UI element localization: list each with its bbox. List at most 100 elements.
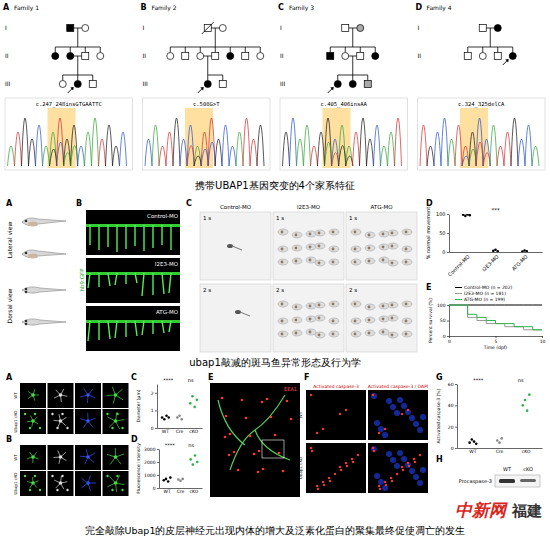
data-point	[466, 214, 469, 216]
gfp-axon	[162, 273, 164, 294]
stain-label: Activated caspase-3	[313, 384, 359, 389]
time-label: 2 s	[203, 287, 211, 293]
soma	[59, 481, 63, 485]
proband-arrowhead	[200, 87, 204, 91]
embryo-yolk	[354, 248, 357, 251]
soma	[86, 481, 90, 485]
soma	[59, 455, 63, 459]
significance: ***	[491, 207, 500, 213]
chromatogram-peak	[120, 132, 127, 166]
axis: 050100	[436, 211, 450, 255]
gfp-axon	[143, 225, 144, 251]
plot-marks	[468, 393, 530, 445]
tick-mark	[455, 384, 457, 385]
chromatogram-peak	[427, 146, 434, 166]
gfp-axon	[125, 273, 126, 284]
embryo-yolk	[295, 247, 298, 250]
gfp-band	[86, 320, 180, 323]
panel-label: C	[186, 199, 192, 208]
female	[67, 53, 74, 60]
chromatogram-peak	[257, 125, 264, 166]
sibship-line	[55, 47, 100, 48]
descent-line	[185, 47, 186, 53]
tick: cKO	[189, 429, 198, 434]
plot-marks	[462, 214, 528, 252]
descent-line	[345, 47, 346, 53]
puncta	[39, 489, 41, 491]
nucleus	[420, 414, 426, 420]
behaviour-image	[346, 212, 417, 280]
data-point	[528, 393, 531, 396]
chromatogram-peak	[187, 125, 194, 166]
tick: 3000	[144, 447, 159, 452]
axis-title: % normal movement	[425, 207, 431, 260]
caspase-signal	[310, 447, 312, 449]
blot-frame	[495, 475, 540, 487]
nucleus	[371, 446, 377, 452]
gfp-axon	[88, 321, 90, 341]
data-point	[163, 418, 166, 421]
data-point	[196, 461, 199, 464]
chromatogram-peak	[381, 146, 388, 166]
tick-label: 40	[448, 403, 454, 408]
tick-label: Cre	[177, 489, 185, 494]
caspase-signal	[390, 477, 392, 479]
behaviour-image	[273, 284, 344, 352]
caspase-signal	[372, 394, 374, 396]
caspase-image	[368, 390, 428, 440]
chromatogram-peak	[311, 146, 318, 166]
chromatogram-peak	[420, 125, 427, 166]
tick-mark	[447, 336, 449, 337]
legend-swatch	[455, 299, 462, 300]
embryo	[315, 315, 325, 321]
embryo-yolk	[281, 333, 284, 336]
tick: cKO	[190, 489, 199, 494]
neuron-image	[103, 383, 129, 408]
data-point	[492, 250, 495, 252]
legend-label: ATG-MO (n = 199)	[464, 297, 505, 302]
chromatogram-peak	[441, 118, 448, 166]
behaviour-image	[200, 284, 271, 352]
embryo	[351, 259, 361, 265]
embryo	[329, 301, 339, 307]
significance: ****	[473, 377, 484, 383]
descent-line	[490, 28, 491, 47]
embryo-yolk	[405, 333, 408, 336]
family-name: Family 4	[427, 4, 452, 12]
male	[494, 53, 501, 60]
panel-label: G	[436, 373, 443, 382]
descent-line	[482, 47, 483, 53]
chromatogram-peak	[229, 146, 236, 166]
gfp-image	[86, 258, 180, 303]
puncta	[29, 427, 31, 429]
tick: 20	[448, 425, 457, 430]
data-point	[196, 399, 199, 402]
female	[167, 53, 174, 60]
gfp-axon	[142, 273, 144, 296]
chromatogram-peak	[152, 125, 159, 166]
chromatogram-peak	[36, 125, 43, 166]
row-label: WT	[13, 454, 18, 461]
male	[212, 53, 219, 60]
embryo	[365, 245, 375, 251]
generation-label: I	[143, 24, 145, 31]
chromatogram-peak	[145, 139, 152, 166]
tick-label: 1	[151, 408, 154, 413]
embryo-yolk	[405, 303, 408, 306]
endosome	[249, 435, 252, 438]
background	[0, 0, 550, 541]
descent-line	[70, 47, 71, 53]
tick-mark	[447, 321, 449, 322]
zebrafish-eye	[25, 252, 28, 255]
puncta	[66, 489, 68, 491]
tick-mark	[157, 475, 159, 476]
embryo	[379, 329, 389, 335]
caspase-signal	[357, 454, 359, 456]
descent-line	[367, 75, 368, 81]
embryo-yolk	[382, 331, 385, 334]
gfp-axon	[162, 321, 164, 333]
axis-title: Activated caspase-3 (%)	[436, 388, 441, 443]
neuron-image	[75, 383, 101, 408]
male	[67, 25, 74, 32]
descent-line	[62, 75, 63, 81]
